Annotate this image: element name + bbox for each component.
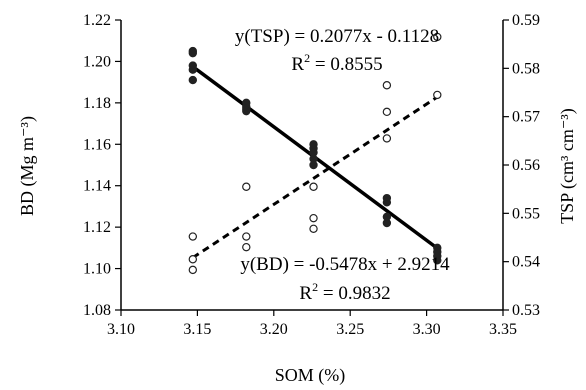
x-tick-label: 3.10 — [107, 321, 135, 338]
bd-equation: y(BD) = -0.5478x + 2.9214 — [240, 254, 450, 275]
tsp-point — [242, 242, 251, 252]
right-axis-ticks: 0.53 0.54 0.55 0.56 0.57 0.58 0.59 — [503, 12, 540, 319]
left-axis-title: BD (Mg m⁻³) — [17, 116, 38, 216]
right-tick-label: 0.58 — [512, 60, 540, 77]
tsp-r2: R2 = 0.8555 — [291, 51, 382, 75]
bd-point — [242, 106, 251, 116]
x-axis-title: SOM (%) — [275, 365, 346, 386]
x-tick-label: 3.35 — [489, 321, 517, 338]
left-tick-label: 1.12 — [83, 219, 111, 236]
left-tick-label: 1.10 — [83, 261, 111, 278]
tsp-point — [382, 134, 392, 143]
tsp-point — [188, 255, 198, 264]
right-tick-label: 0.59 — [512, 12, 540, 29]
tsp-point — [382, 107, 392, 117]
tsp-r2-value: = 0.8555 — [310, 54, 382, 75]
left-axis-ticks: 1.08 1.10 1.12 1.14 1.16 1.18 1.20 1.22 — [83, 12, 121, 319]
data-points — [188, 32, 442, 275]
x-axis-ticks: 3.10 3.15 3.20 3.25 3.30 3.35 — [107, 310, 517, 338]
tsp-point — [188, 265, 198, 275]
tsp-point — [433, 32, 442, 42]
bd-point — [188, 48, 198, 58]
x-tick-label: 3.30 — [413, 321, 441, 338]
right-tick-label: 0.57 — [512, 109, 540, 126]
bd-point — [309, 160, 318, 170]
bd-r2-value: = 0.9832 — [318, 283, 390, 304]
left-tick-label: 1.08 — [83, 302, 111, 319]
bd-point — [188, 75, 198, 85]
right-tick-label: 0.54 — [512, 254, 540, 271]
x-tick-label: 3.25 — [336, 321, 364, 338]
bd-point — [382, 218, 392, 228]
tsp-point — [433, 90, 442, 100]
x-tick-label: 3.20 — [260, 321, 288, 338]
tsp-point — [382, 81, 392, 90]
bd-r2-prefix: R — [299, 283, 312, 304]
tsp-equation: y(TSP) = 0.2077x - 0.1128 — [235, 26, 439, 47]
tsp-trend-line — [191, 95, 439, 259]
tsp-point — [188, 232, 198, 241]
bd-r2-sup: 2 — [312, 280, 318, 294]
right-tick-label: 0.55 — [512, 205, 540, 222]
left-tick-label: 1.16 — [83, 136, 111, 153]
tsp-point — [242, 232, 251, 241]
tsp-point — [242, 182, 251, 191]
tsp-point — [309, 213, 318, 223]
x-tick-label: 3.15 — [183, 321, 211, 338]
left-tick-label: 1.22 — [83, 12, 111, 29]
tsp-point — [309, 224, 318, 233]
bd-point — [188, 65, 198, 74]
bd-point — [433, 256, 442, 265]
left-tick-label: 1.20 — [83, 53, 111, 70]
right-axis-title: TSP (cm³ cm⁻³) — [557, 108, 578, 224]
bd-r2: R2 = 0.9832 — [299, 280, 390, 304]
tsp-r2-sup: 2 — [304, 51, 310, 65]
bd-point — [382, 198, 392, 207]
tsp-point — [309, 182, 318, 191]
right-tick-label: 0.53 — [512, 302, 540, 319]
left-tick-label: 1.18 — [83, 95, 111, 112]
left-tick-label: 1.14 — [83, 178, 111, 195]
equations: y(TSP) = 0.2077x - 0.1128 R2 = 0.8555 y(… — [235, 26, 450, 304]
right-tick-label: 0.56 — [512, 157, 540, 174]
tsp-r2-prefix: R — [291, 54, 304, 75]
